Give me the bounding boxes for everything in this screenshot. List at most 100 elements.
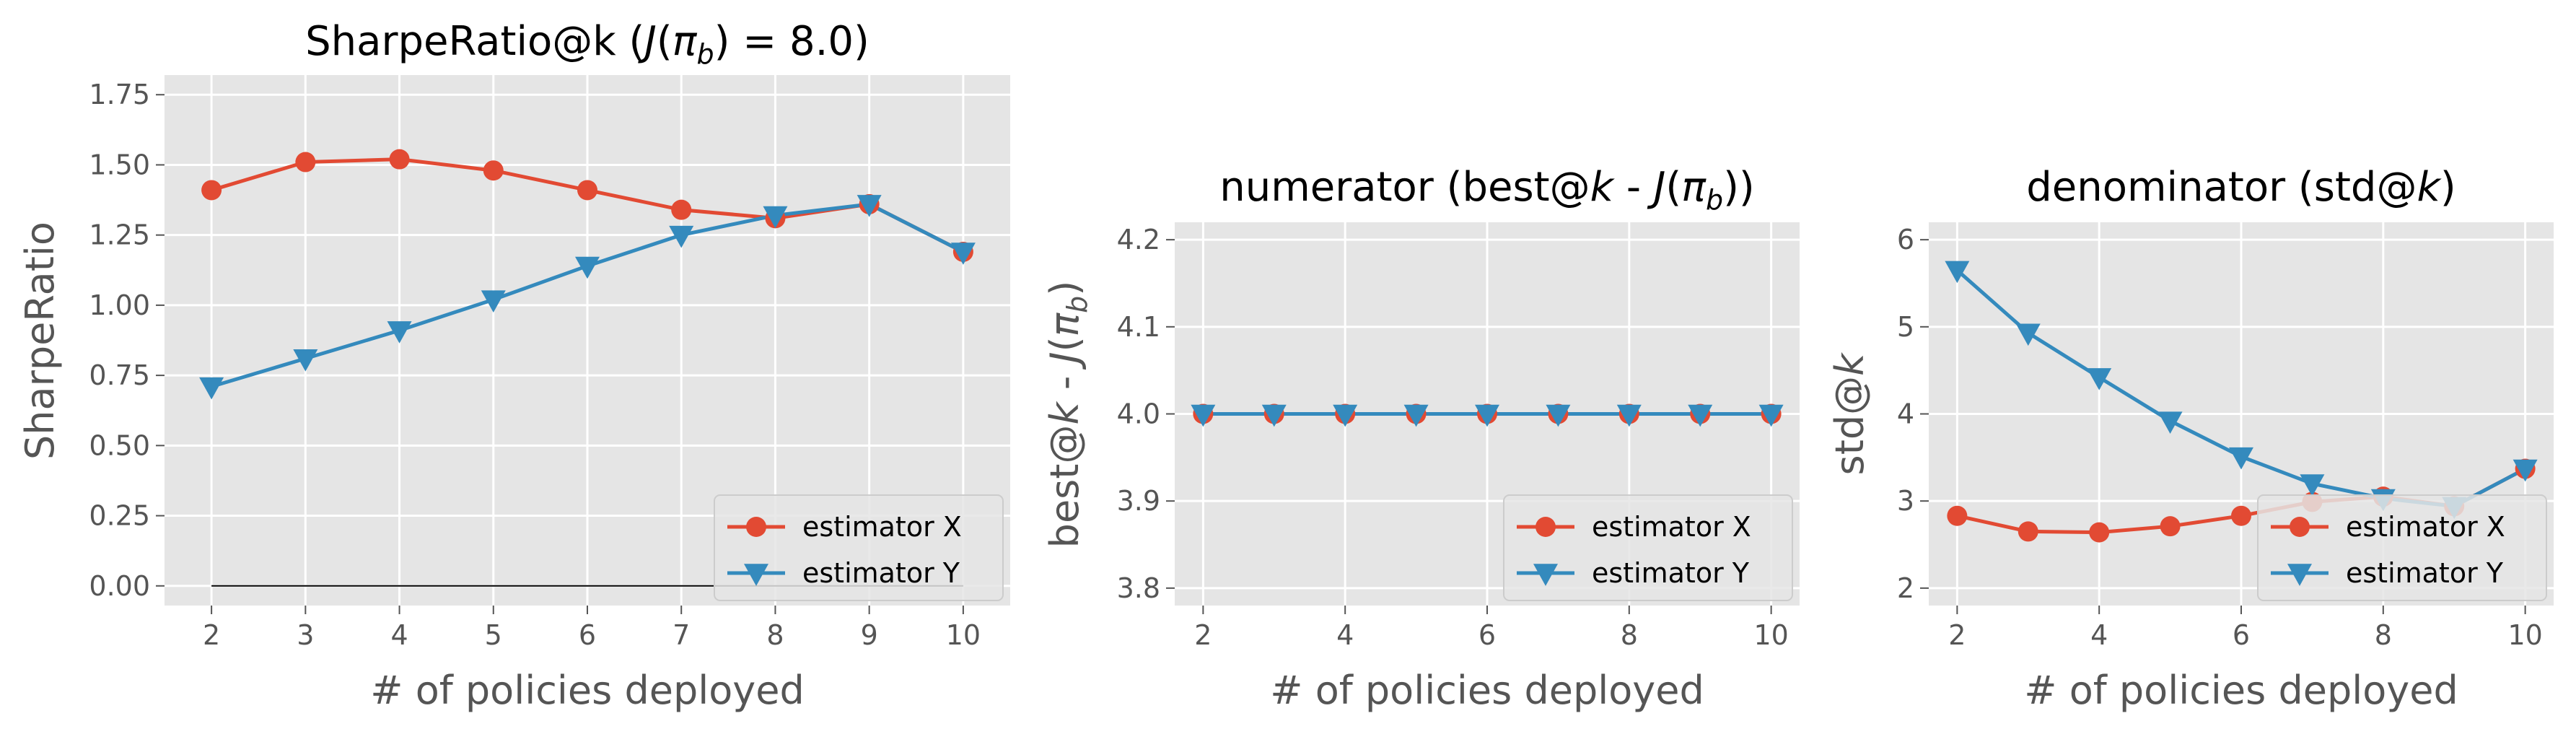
y-tick-label: 4.2 (1117, 224, 1160, 255)
y-tick-label: 0.00 (89, 570, 150, 602)
y-tick-label: 4 (1897, 398, 1914, 430)
y-tick-labels: 3.8 3.9 4.0 4.1 4.2 (1117, 224, 1160, 604)
y-tick-label: 6 (1897, 224, 1914, 255)
x-tick-label: 4 (390, 619, 408, 651)
x-axis-label: # of policies deployed (1270, 668, 1704, 713)
legend: estimator X estimator Y (2257, 494, 2547, 601)
data-point-estimator-y (857, 195, 882, 217)
x-tick-label: 8 (766, 619, 784, 651)
x-tick-label: 6 (2233, 619, 2250, 651)
x-tick-labels: 2 4 6 8 10 (1948, 619, 2543, 651)
data-point-estimator-y (1945, 261, 1970, 284)
y-tick-label: 0.50 (89, 429, 150, 461)
legend: estimator X estimator Y (714, 494, 1004, 601)
y-axis-label: best@k - J(πb) (1042, 281, 1093, 549)
data-point-estimator-y (763, 206, 788, 229)
data-point-estimator-x (2089, 522, 2110, 543)
data-point-estimator-y (1261, 404, 1287, 427)
y-tick-labels: 2 3 4 5 6 (1897, 224, 1914, 604)
x-tick-label: 6 (579, 619, 596, 651)
chart-title: numerator (best@k - J(πb)) (1219, 164, 1755, 216)
x-axis-label: # of policies deployed (2024, 668, 2458, 713)
data-point-estimator-x (671, 199, 692, 220)
data-point-estimator-y (1616, 404, 1642, 427)
x-tick-label: 2 (1194, 619, 1212, 651)
legend-label: estimator X (802, 511, 962, 543)
y-tick-label: 0.25 (89, 500, 150, 532)
data-point-estimator-y (1546, 404, 1571, 427)
x-tick-label: 6 (1478, 619, 1496, 651)
grid-lines (156, 75, 1010, 614)
y-tick-label: 5 (1897, 311, 1914, 343)
chart-sharpe-ratio: 0.00 0.25 0.50 0.75 1.00 1.25 1.50 1.75 2 3 4 5 6 7 8… (17, 18, 1010, 713)
data-point-estimator-x (2231, 505, 2251, 526)
legend-marker (2290, 517, 2310, 537)
data-point-estimator-y (1403, 404, 1429, 427)
data-point-estimator-y (199, 377, 224, 400)
data-point-estimator-x (295, 152, 316, 172)
y-tick-label: 3.9 (1117, 485, 1160, 517)
data-point-estimator-x (577, 180, 597, 201)
legend-box (714, 494, 1004, 601)
y-tick-label: 3.8 (1117, 572, 1160, 604)
x-tick-label: 10 (946, 619, 981, 651)
x-tick-label: 9 (861, 619, 878, 651)
y-tick-label: 1.25 (89, 219, 150, 251)
data-point-estimator-y (669, 225, 694, 248)
data-point-estimator-y (2513, 459, 2538, 482)
y-tick-labels: 0.00 0.25 0.50 0.75 1.00 1.25 1.50 1.75 (89, 79, 150, 602)
data-point-estimator-y (293, 349, 318, 372)
chart-title: SharpeRatio@k (J(πb) = 8.0) (305, 18, 869, 70)
data-point-estimator-x (2160, 516, 2181, 537)
x-tick-label: 4 (1336, 619, 1354, 651)
x-tick-label: 4 (2090, 619, 2108, 651)
legend-label: estimator X (1592, 511, 1751, 543)
data-point-estimator-y (1758, 404, 1784, 427)
data-point-estimator-y (481, 290, 506, 313)
x-axis-label: # of policies deployed (370, 668, 804, 713)
data-point-estimator-y (2087, 368, 2112, 390)
y-tick-label: 0.75 (89, 359, 150, 391)
chart-denominator: 2 3 4 5 6 2 4 6 8 10 denominator (std@k) # of po… (1827, 164, 2554, 713)
legend-marker (746, 517, 766, 537)
data-point-estimator-y (1475, 404, 1499, 427)
data-point-estimator-y (950, 243, 976, 265)
y-tick-label: 3 (1897, 485, 1914, 517)
legend-label: estimator Y (1592, 557, 1750, 589)
legend: estimator X estimator Y (1503, 494, 1793, 601)
y-tick-label: 1.50 (89, 149, 150, 180)
data-point-estimator-y (1333, 404, 1358, 427)
chart-title: denominator (std@k) (2026, 164, 2456, 211)
legend-marker (2287, 564, 2312, 586)
x-tick-labels: 2 4 6 8 10 (1194, 619, 1789, 651)
x-tick-label: 10 (2507, 619, 2542, 651)
y-tick-label: 4.1 (1117, 311, 1160, 343)
x-tick-label: 8 (1621, 619, 1638, 651)
data-point-estimator-y (2229, 447, 2253, 470)
x-tick-labels: 2 3 4 5 6 7 8 9 10 (203, 619, 981, 651)
x-tick-label: 5 (485, 619, 502, 651)
legend-marker (1535, 517, 1556, 537)
data-point-estimator-y (575, 256, 600, 279)
data-point-estimator-y (2300, 474, 2325, 497)
data-point-estimator-y (2157, 411, 2183, 434)
legend-label: estimator Y (2346, 557, 2504, 589)
data-point-estimator-y (2015, 323, 2041, 346)
x-tick-label: 3 (297, 619, 314, 651)
legend-label: estimator X (2346, 511, 2505, 543)
legend-label: estimator Y (802, 557, 960, 589)
data-point-estimator-y (1688, 404, 1713, 427)
y-axis-label: std@k (1827, 351, 1872, 476)
series-markers (199, 149, 976, 400)
data-point-estimator-y (387, 321, 412, 344)
chart-numerator: 3.8 3.9 4.0 4.1 4.2 2 4 6 8 10 numerator (best@k… (1042, 164, 1800, 713)
data-point-estimator-x (201, 180, 222, 201)
y-tick-label: 2 (1897, 572, 1914, 604)
data-point-estimator-x (1947, 505, 1968, 526)
x-tick-label: 10 (1753, 619, 1788, 651)
y-tick-label: 1.00 (89, 289, 150, 321)
data-point-estimator-x (2018, 521, 2038, 542)
y-tick-label: 1.75 (89, 79, 150, 110)
legend-box (1503, 494, 1793, 601)
